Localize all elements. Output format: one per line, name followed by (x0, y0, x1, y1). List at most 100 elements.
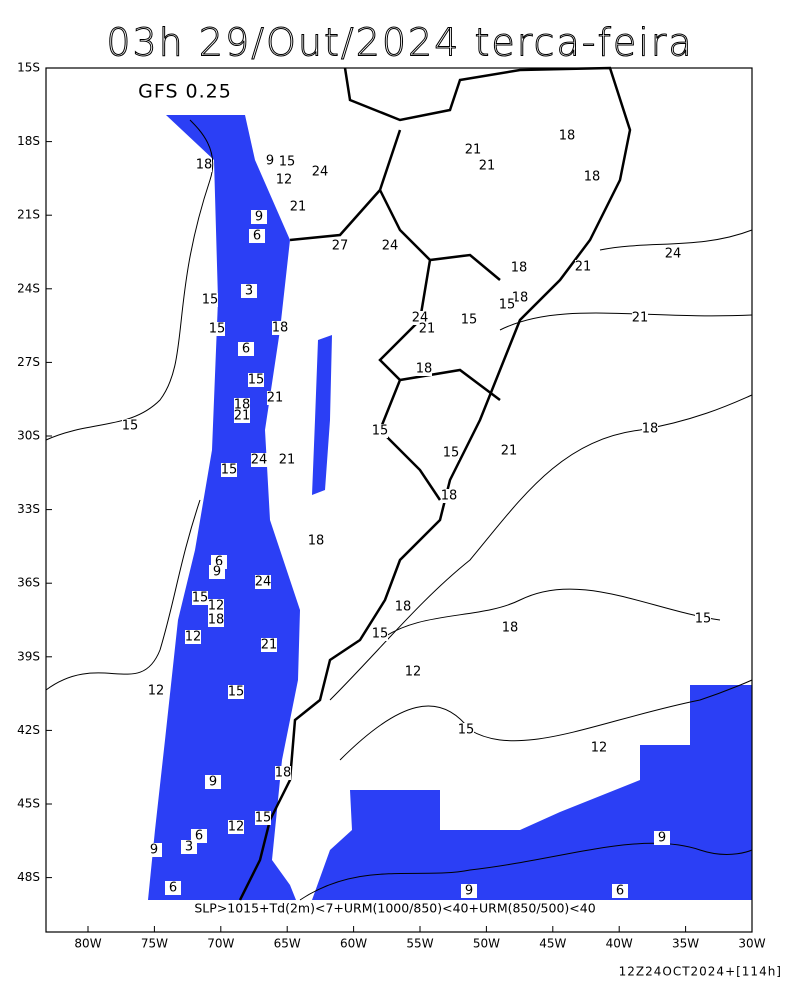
contour-label-bg (272, 321, 288, 335)
contour-label: 21 (575, 260, 592, 275)
contour-label: 18 (196, 158, 213, 173)
contour-label-bg (382, 239, 398, 253)
contour-label: 6 (215, 555, 223, 570)
contour-label: 21 (465, 143, 482, 158)
lat-label: 36S (17, 576, 40, 590)
contour-label-bg (465, 143, 481, 157)
contour-label: 15 (461, 313, 478, 328)
contour-label-bg (499, 298, 515, 312)
lon-label: 70W (207, 937, 234, 951)
contour-label: 21 (632, 311, 649, 326)
contour-label: 18 (441, 489, 458, 504)
contour-label: 18 (642, 422, 659, 437)
contour-label: 15 (458, 723, 475, 738)
contour-label-bg (234, 398, 250, 412)
contour-label-bg (559, 129, 575, 143)
contour-label-bg (372, 627, 388, 641)
contour-label-bg (255, 575, 271, 589)
coastline (238, 66, 632, 901)
contour-label: 18 (584, 170, 601, 185)
contour-line (599, 229, 753, 251)
contour-label: 18 (416, 362, 433, 377)
contour-label: 3 (245, 284, 253, 299)
run-stamp: 12Z24OCT2024+[114h] (619, 965, 782, 979)
contour-label-bg (458, 723, 474, 737)
contour-label: 12 (208, 599, 225, 614)
contour-label: 9 (658, 831, 666, 846)
contour-label: 15 (372, 627, 389, 642)
contour-label-bg (196, 158, 212, 172)
contour-label: 15 (372, 424, 389, 439)
contour-label-bg (312, 165, 328, 179)
contour-label-bg (275, 766, 291, 780)
contour-label: 21 (479, 159, 496, 174)
contour-label: 9 (150, 843, 158, 858)
contour-label-bg (461, 884, 477, 898)
field-legend: SLP>1015+Td(2m)<7+URM(1000/850)<40+URM(8… (194, 901, 595, 916)
contour-label: 18 (208, 613, 225, 628)
lon-label: 75W (141, 937, 168, 951)
contour-label: 3 (185, 840, 193, 855)
contour-label-bg (191, 829, 207, 843)
contour-label: 15 (209, 322, 226, 337)
contour-label-bg (276, 173, 292, 187)
contour-label: 9 (465, 884, 473, 899)
contour-label: 18 (502, 621, 519, 636)
contour-label-bg (241, 284, 257, 298)
contour-label: 18 (275, 766, 292, 781)
contour-label-bg (192, 591, 208, 605)
lon-label: 35W (672, 937, 699, 951)
contour-label: 18 (395, 600, 412, 615)
contour-label: 21 (279, 453, 296, 468)
lat-label: 30S (17, 429, 40, 443)
contour-label-bg (209, 565, 225, 579)
model-label: GFS 0.25 (138, 81, 232, 103)
contour-label-bg (416, 362, 432, 376)
contour-label-bg (267, 391, 283, 405)
contour-label-bg (575, 260, 591, 274)
lat-label: 27S (17, 355, 40, 369)
contour-label-bg (208, 599, 224, 613)
contour-label: 15 (248, 373, 265, 388)
contour-label-bg (262, 154, 278, 168)
lat-label: 21S (17, 208, 40, 222)
lat-label: 18S (17, 134, 40, 148)
blue-areas (148, 115, 752, 900)
contour-label: 21 (261, 638, 278, 653)
contour-label: 15 (279, 155, 296, 170)
contour-label-bg (695, 612, 711, 626)
contour-label: 15 (695, 612, 712, 627)
border-line (289, 129, 501, 501)
contour-label: 9 (266, 154, 274, 169)
contour-label-bg (654, 831, 670, 845)
lat-label: 48S (17, 870, 40, 884)
contour-label-bg (632, 311, 648, 325)
contour-label: 6 (169, 881, 177, 896)
contour-label-bg (248, 373, 264, 387)
contour-line (379, 588, 721, 641)
contour-line (45, 119, 214, 441)
lon-label: 55W (406, 937, 433, 951)
contour-label-bg (228, 820, 244, 834)
contour-label: 18 (308, 534, 325, 549)
contour-label-bg (221, 463, 237, 477)
contour-label: 9 (213, 565, 221, 580)
contour-label: 27 (332, 239, 349, 254)
contour-label-bg (502, 621, 518, 635)
contour-line (329, 394, 753, 701)
contour-label-bg (665, 247, 681, 261)
contour-label: 21 (290, 200, 307, 215)
lat-label: 15S (17, 61, 40, 75)
contour-label: 9 (209, 775, 217, 790)
contour-label: 15 (192, 591, 209, 606)
contour-label: 24 (251, 453, 268, 468)
lat-label: 39S (17, 649, 40, 663)
contour-label-bg (372, 424, 388, 438)
map-frame (45, 67, 753, 933)
contour-label: 12 (148, 684, 165, 699)
contour-label-bg (308, 534, 324, 548)
contour-label-bg (185, 630, 201, 644)
contour-label: 18 (559, 129, 576, 144)
contour-label: 21 (267, 391, 284, 406)
contour-label-bg (202, 293, 218, 307)
